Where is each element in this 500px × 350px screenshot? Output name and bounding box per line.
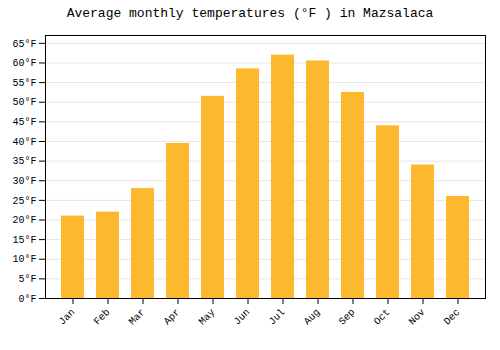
svg-text:40°F: 40°F xyxy=(12,137,36,148)
svg-text:65°F: 65°F xyxy=(12,39,36,50)
svg-text:Feb: Feb xyxy=(92,307,113,328)
html-text:Average monthly temperatures (: Average monthly temperatures (°F ) in Ma… xyxy=(66,6,434,21)
svg-text:55°F: 55°F xyxy=(12,78,36,89)
svg-text:50°F: 50°F xyxy=(12,97,36,108)
svg-text:5°F: 5°F xyxy=(18,274,36,285)
svg-text:20°F: 20°F xyxy=(12,215,36,226)
svg-text:30°F: 30°F xyxy=(12,176,36,187)
svg-text:Jan: Jan xyxy=(57,307,78,328)
svg-text:60°F: 60°F xyxy=(12,58,36,69)
svg-text:Mar: Mar xyxy=(127,307,148,328)
svg-text:May: May xyxy=(197,307,218,328)
svg-text:Apr: Apr xyxy=(162,307,183,328)
svg-text:Dec: Dec xyxy=(442,307,463,328)
svg-text:0°F: 0°F xyxy=(18,294,36,305)
svg-text:25°F: 25°F xyxy=(12,196,36,207)
svg-text:Jun: Jun xyxy=(232,307,253,328)
svg-text:15°F: 15°F xyxy=(12,235,36,246)
svg-text:35°F: 35°F xyxy=(12,156,36,167)
svg-text:Aug: Aug xyxy=(302,307,323,328)
svg-text:45°F: 45°F xyxy=(12,117,36,128)
svg-text:Nov: Nov xyxy=(407,307,428,328)
svg-text:10°F: 10°F xyxy=(12,254,36,265)
svg-text:Oct: Oct xyxy=(372,307,393,328)
svg-text:Sep: Sep xyxy=(337,307,358,328)
svg-text:Jul: Jul xyxy=(267,307,288,328)
